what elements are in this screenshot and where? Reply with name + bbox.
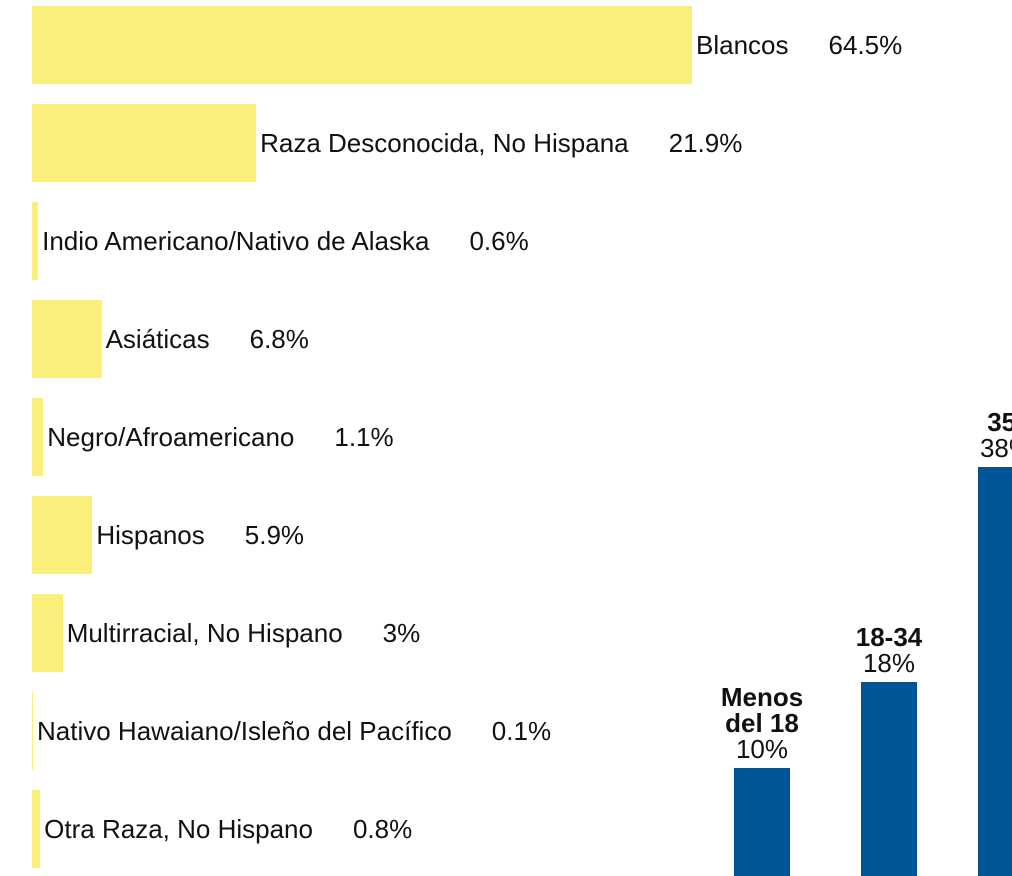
bar xyxy=(32,104,257,182)
value-label: 1.1% xyxy=(334,422,394,452)
bar-label: Negro/Afroamericano xyxy=(47,422,295,452)
value-label: 18% xyxy=(862,648,916,679)
bar xyxy=(734,768,790,876)
value-label: 0.6% xyxy=(469,226,529,256)
value-label: 38% xyxy=(979,433,1012,463)
bar-label: Raza Desconocida, No Hispana xyxy=(260,128,629,158)
bar xyxy=(32,594,63,672)
value-label: 64.5% xyxy=(828,30,903,60)
bar xyxy=(32,6,692,84)
value-label: 6.8% xyxy=(249,324,309,354)
bar xyxy=(32,300,102,378)
value-label: 10% xyxy=(735,734,789,765)
value-label: 5.9% xyxy=(244,520,305,550)
bar xyxy=(861,682,917,876)
bar xyxy=(978,467,1012,876)
value-label: 3% xyxy=(382,618,421,648)
bar-label: Nativo Hawaiano/Isleño del Pacífico xyxy=(37,716,452,746)
bar-label: Otra Raza, No Hispano xyxy=(44,814,313,844)
value-label: 0.1% xyxy=(491,716,552,746)
bar-label: Asiáticas xyxy=(105,324,210,354)
bar-label: Hispanos xyxy=(96,520,205,550)
category-label: Menos del 18 xyxy=(720,682,804,739)
category-label: 18-34 xyxy=(855,622,923,653)
bar-label: Indio Americano/Nativo de Alaska xyxy=(42,226,430,256)
bar xyxy=(32,790,41,868)
bar xyxy=(32,692,34,770)
bar xyxy=(32,202,39,280)
value-label: 0.8% xyxy=(352,814,413,844)
bar-label: Blancos xyxy=(696,30,789,60)
bar-label: Multirracial, No Hispano xyxy=(66,618,343,648)
bar xyxy=(32,496,93,574)
bar xyxy=(32,398,44,476)
value-label: 21.9% xyxy=(668,128,743,158)
category-label: 35- xyxy=(987,407,1012,437)
